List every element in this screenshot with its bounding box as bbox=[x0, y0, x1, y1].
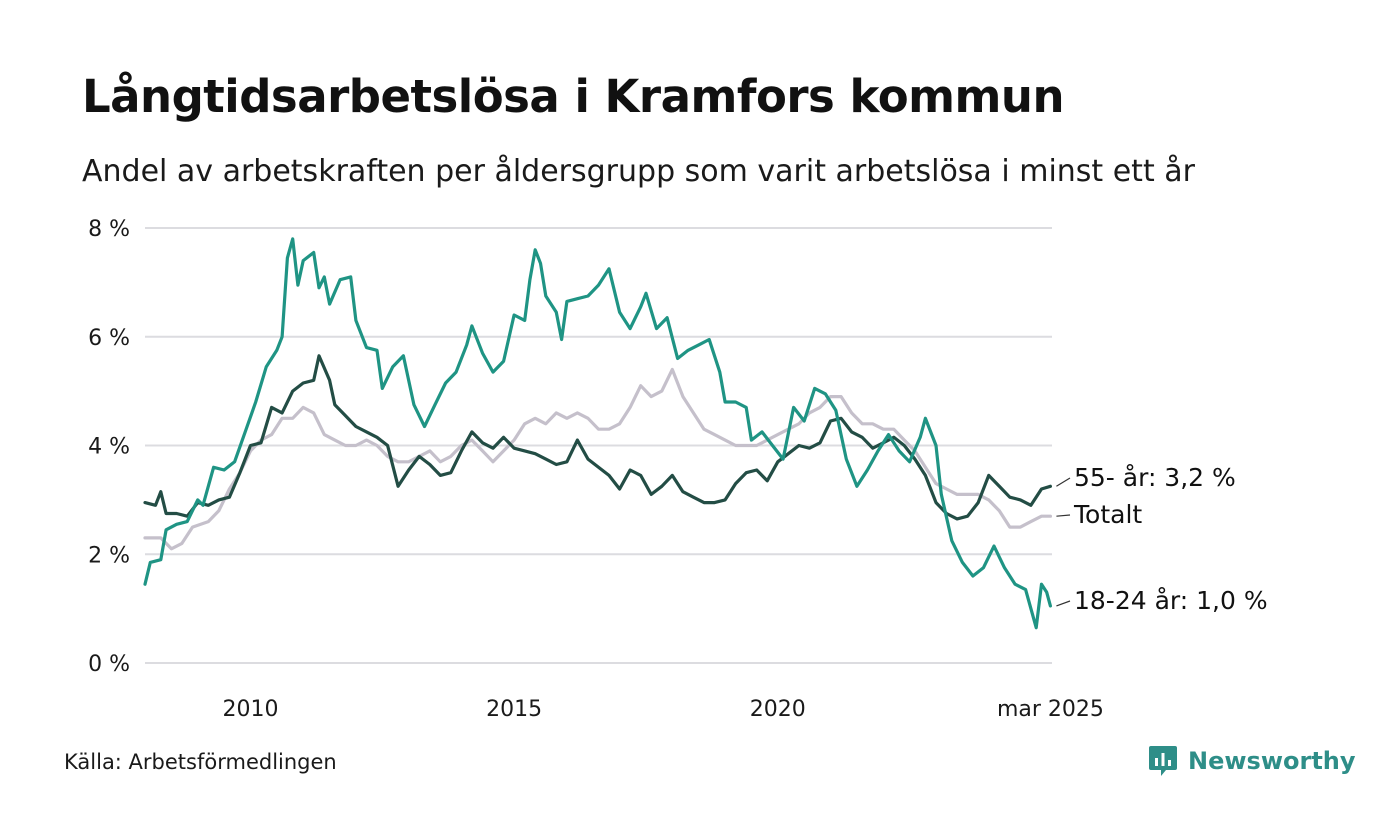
y-tick-label: 2 % bbox=[88, 543, 130, 568]
series-label-connector bbox=[1056, 477, 1071, 487]
x-tick-label: 2015 bbox=[486, 697, 542, 722]
series-label-connector bbox=[1056, 600, 1071, 607]
series-line-total bbox=[143, 367, 1052, 551]
series-labels: Totalt 55- år: 3,2 % 18-24 år: 1,0 % bbox=[1056, 463, 1268, 615]
series-label-connector bbox=[1056, 514, 1071, 517]
source-note: Källa: Arbetsförmedlingen bbox=[64, 750, 337, 774]
y-tick-label: 0 % bbox=[88, 652, 130, 677]
y-tick-label: 6 % bbox=[88, 326, 130, 351]
x-tick-label: 2010 bbox=[222, 697, 278, 722]
series-lines bbox=[143, 237, 1052, 630]
x-tick-label: mar 2025 bbox=[997, 697, 1104, 722]
newsworthy-logo-icon bbox=[1149, 746, 1177, 776]
y-tick-label: 8 % bbox=[88, 217, 130, 242]
brand-logo[interactable]: Newsworthy bbox=[1148, 744, 1356, 778]
x-tick-label: 2020 bbox=[750, 697, 806, 722]
chart-subtitle: Andel av arbetskraften per åldersgrupp s… bbox=[82, 154, 1195, 189]
y-axis-ticks: 0 % 2 % 4 % 6 % 8 % bbox=[88, 217, 130, 677]
series-label-18to24: 18-24 år: 1,0 % bbox=[1074, 586, 1268, 615]
series-label-total: Totalt bbox=[1073, 500, 1142, 529]
series-line-18to24 bbox=[143, 237, 1052, 630]
series-line-55plus bbox=[143, 354, 1052, 521]
chart-title: Långtidsarbetslösa i Kramfors kommun bbox=[82, 70, 1065, 123]
y-tick-label: 4 % bbox=[88, 435, 130, 460]
grid-lines bbox=[145, 227, 1052, 664]
brand-name: Newsworthy bbox=[1188, 747, 1356, 775]
x-axis-ticks: 2010 2015 2020 mar 2025 bbox=[222, 697, 1103, 722]
series-label-55plus: 55- år: 3,2 % bbox=[1074, 463, 1236, 492]
